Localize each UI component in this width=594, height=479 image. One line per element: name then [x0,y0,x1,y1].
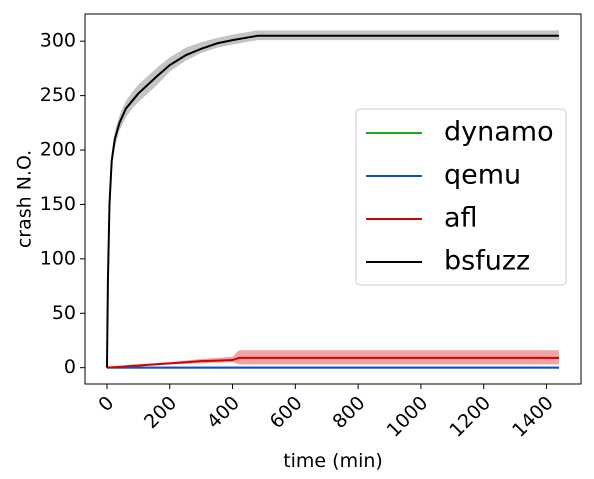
y-tick-label: 0 [64,356,76,378]
y-axis: 0 50 100 150 200 250 300 [40,30,85,378]
x-tick-label: 800 [328,392,369,433]
x-tick-label: 400 [203,392,244,433]
legend-label-bsfuzz: bsfuzz [444,246,530,277]
x-tick-label: 1000 [383,392,433,442]
x-tick-label: 200 [140,392,181,433]
x-axis-label: time (min) [283,450,383,472]
y-tick-label: 200 [40,139,76,161]
y-tick-label: 50 [52,302,76,324]
legend-label-dynamo: dynamo [444,117,554,148]
y-tick-label: 100 [40,247,76,269]
y-axis-label: crash N.O. [14,150,36,248]
x-tick-label: 600 [266,392,307,433]
y-tick-label: 150 [40,193,76,215]
y-tick-label: 250 [40,84,76,106]
x-tick-label: 1400 [508,392,558,442]
y-tick-label: 300 [40,30,76,52]
legend: dynamo qemu afl bsfuzz [356,109,566,285]
band-afl [107,350,559,367]
legend-label-afl: afl [444,203,478,234]
x-axis: 0 200 400 600 800 1000 1200 1400 [94,384,558,442]
x-tick-label: 1200 [445,392,495,442]
legend-label-qemu: qemu [444,160,521,191]
x-tick-label: 0 [94,392,118,416]
